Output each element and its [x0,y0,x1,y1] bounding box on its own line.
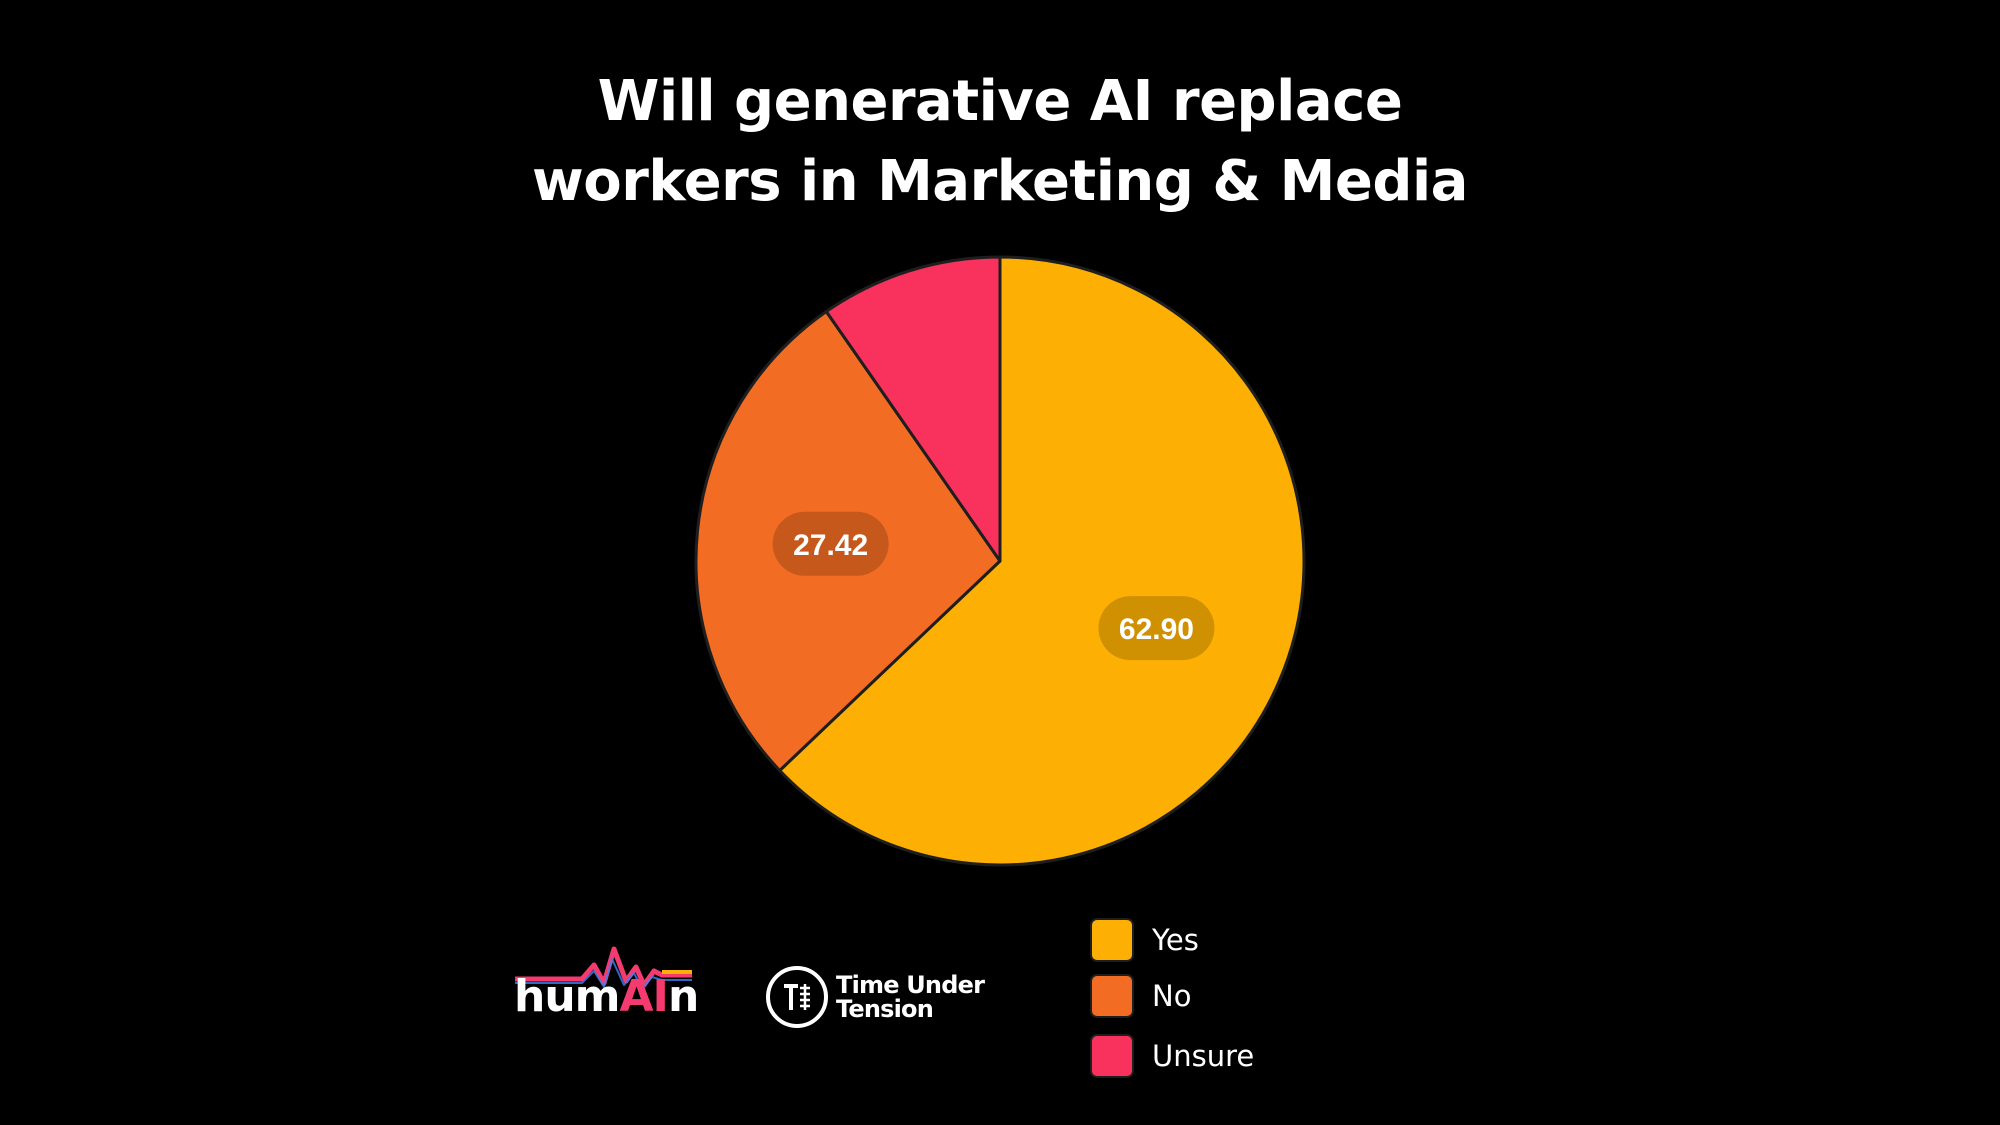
pie-label-no: 27.42 [793,529,868,562]
pie-label-yes: 62.90 [1119,613,1194,646]
legend-item-unsure: Unsure [1090,1034,1254,1078]
pie-labels: 62.90 27.42 [772,511,1215,661]
humain-logo: humAIn [512,945,702,1025]
legend-swatch-yes [1090,918,1134,962]
legend-label-yes: Yes [1152,923,1199,957]
pie-slices [694,255,1306,867]
pie-label-bg-yes [1098,596,1215,661]
humain-logo-wave [515,946,692,990]
time-under-tension-logo: Time Under Tension [764,964,994,1034]
legend-item-no: No [1090,974,1191,1018]
humain-logo-text: humAIn [514,971,699,1022]
time-under-tension-logo-text: Time Under Tension [836,971,985,1023]
pie-slice-no [694,310,1002,772]
pie-slice-unsure [824,255,1002,563]
legend-item-yes: Yes [1090,918,1199,962]
chart-title: Will generative AI replace workers in Ma… [0,62,2000,222]
legend-label-unsure: Unsure [1152,1039,1255,1073]
pie-slice-yes [778,255,1306,867]
legend-swatch-no [1090,974,1134,1018]
pie-label-bg-no [772,511,889,576]
chart-title-line-2: workers in Marketing & Media [532,149,1468,214]
chart-title-line-1: Will generative AI replace [597,69,1403,134]
time-under-tension-logo-icon [766,966,828,1028]
legend-swatch-unsure [1090,1034,1134,1078]
legend-label-no: No [1152,979,1192,1013]
